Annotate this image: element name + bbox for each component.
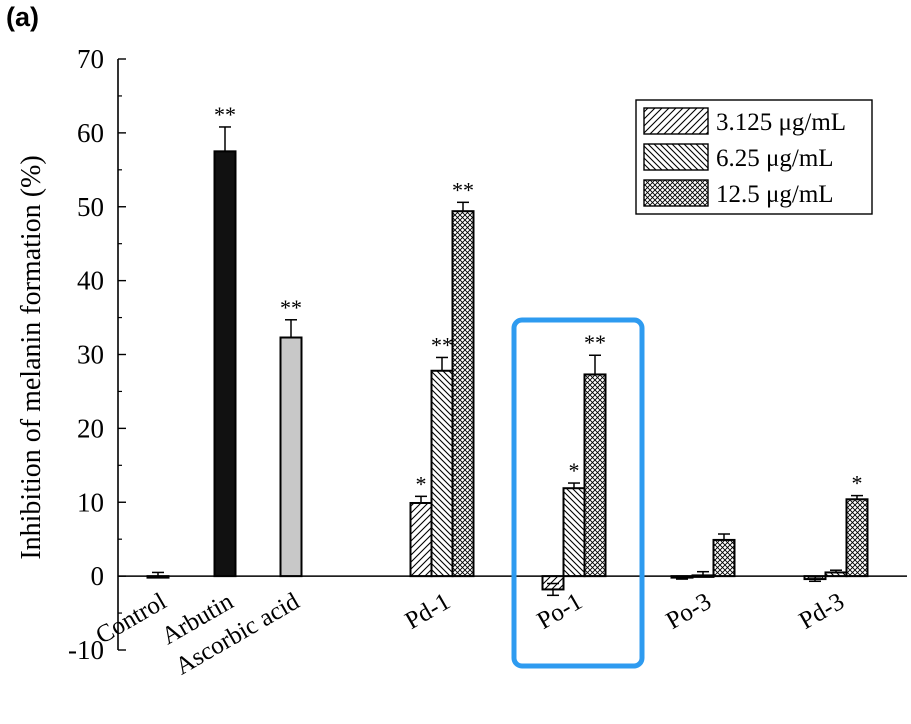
error-bar-pd-1-3-125-g-ml <box>415 495 427 503</box>
x-tick-label-pd-3: Pd-3 <box>795 588 849 635</box>
y-tick-label: 70 <box>77 44 104 74</box>
error-bar-po-3-6-25-g-ml <box>697 570 709 576</box>
significance-mark-po-1-12-5-g-ml: ** <box>584 330 606 355</box>
significance-mark-pd-1-12-5-g-ml: ** <box>452 177 474 202</box>
significance-mark-pd-1-3-125-g-ml: * <box>416 471 427 496</box>
y-axis-title: Inhibition of melanin formation (%) <box>16 155 47 559</box>
error-bar-po-1-3-125-g-ml <box>547 582 559 597</box>
bar-po-1-12-5-g-ml <box>583 373 607 578</box>
bar-pd-1-6-25-g-ml <box>430 369 454 578</box>
bar-po-3-12-5-g-ml <box>712 538 736 578</box>
significance-mark-ascorbic-acid: ** <box>280 295 302 320</box>
x-tick-label-control: Control <box>91 588 171 650</box>
y-tick-label: 40 <box>77 266 104 296</box>
significance-mark-pd-1-6-25-g-ml: ** <box>431 332 453 357</box>
error-bar-pd-3-6-25-g-ml <box>830 569 842 573</box>
significance-mark-po-1-6-25-g-ml: * <box>569 458 580 483</box>
y-tick-label: 10 <box>77 487 104 517</box>
x-tick-label-po-3: Po-3 <box>662 588 716 635</box>
bar-pd-1-3-125-g-ml <box>409 501 433 578</box>
x-tick-label-pd-1: Pd-1 <box>401 588 455 635</box>
y-tick-label: 50 <box>77 192 104 222</box>
y-tick-label: -10 <box>68 635 104 665</box>
bar-pd-3-12-5-g-ml <box>845 498 869 578</box>
error-bar-po-3-12-5-g-ml <box>718 533 730 540</box>
bar-arbutin <box>213 150 237 578</box>
error-bar-po-1-6-25-g-ml <box>568 482 580 489</box>
x-tick-label-po-1: Po-1 <box>533 588 587 635</box>
y-tick-label: 0 <box>91 561 105 591</box>
error-bar-pd-1-6-25-g-ml <box>436 356 448 371</box>
error-bar-arbutin <box>219 126 231 152</box>
bar-po-1-6-25-g-ml <box>562 487 586 578</box>
y-tick-label: 60 <box>77 118 104 148</box>
bar-ascorbic-acid <box>279 336 303 578</box>
significance-mark-pd-3-12-5-g-ml: * <box>852 471 863 496</box>
y-tick-label: 20 <box>77 413 104 443</box>
legend-label-12-5-g-ml: 12.5 μg/mL <box>716 181 834 208</box>
bar-pd-1-12-5-g-ml <box>451 210 475 578</box>
legend-label-6-25-g-ml: 6.25 μg/mL <box>716 145 834 172</box>
y-tick-label: 30 <box>77 340 104 370</box>
highlight-box-po-1 <box>511 317 645 669</box>
panel-label: (a) <box>6 2 39 32</box>
error-bar-pd-3-12-5-g-ml <box>851 494 863 500</box>
significance-mark-arbutin: ** <box>214 102 236 127</box>
legend-swatch-3-125-g-ml <box>643 107 709 135</box>
error-bar-po-1-12-5-g-ml <box>589 354 601 375</box>
legend-swatch-6-25-g-ml <box>643 143 709 171</box>
error-bar-pd-1-12-5-g-ml <box>457 201 469 212</box>
legend-label-3-125-g-ml: 3.125 μg/mL <box>716 109 846 136</box>
error-bar-ascorbic-acid <box>285 319 297 338</box>
legend-swatch-12-5-g-ml <box>643 179 709 207</box>
